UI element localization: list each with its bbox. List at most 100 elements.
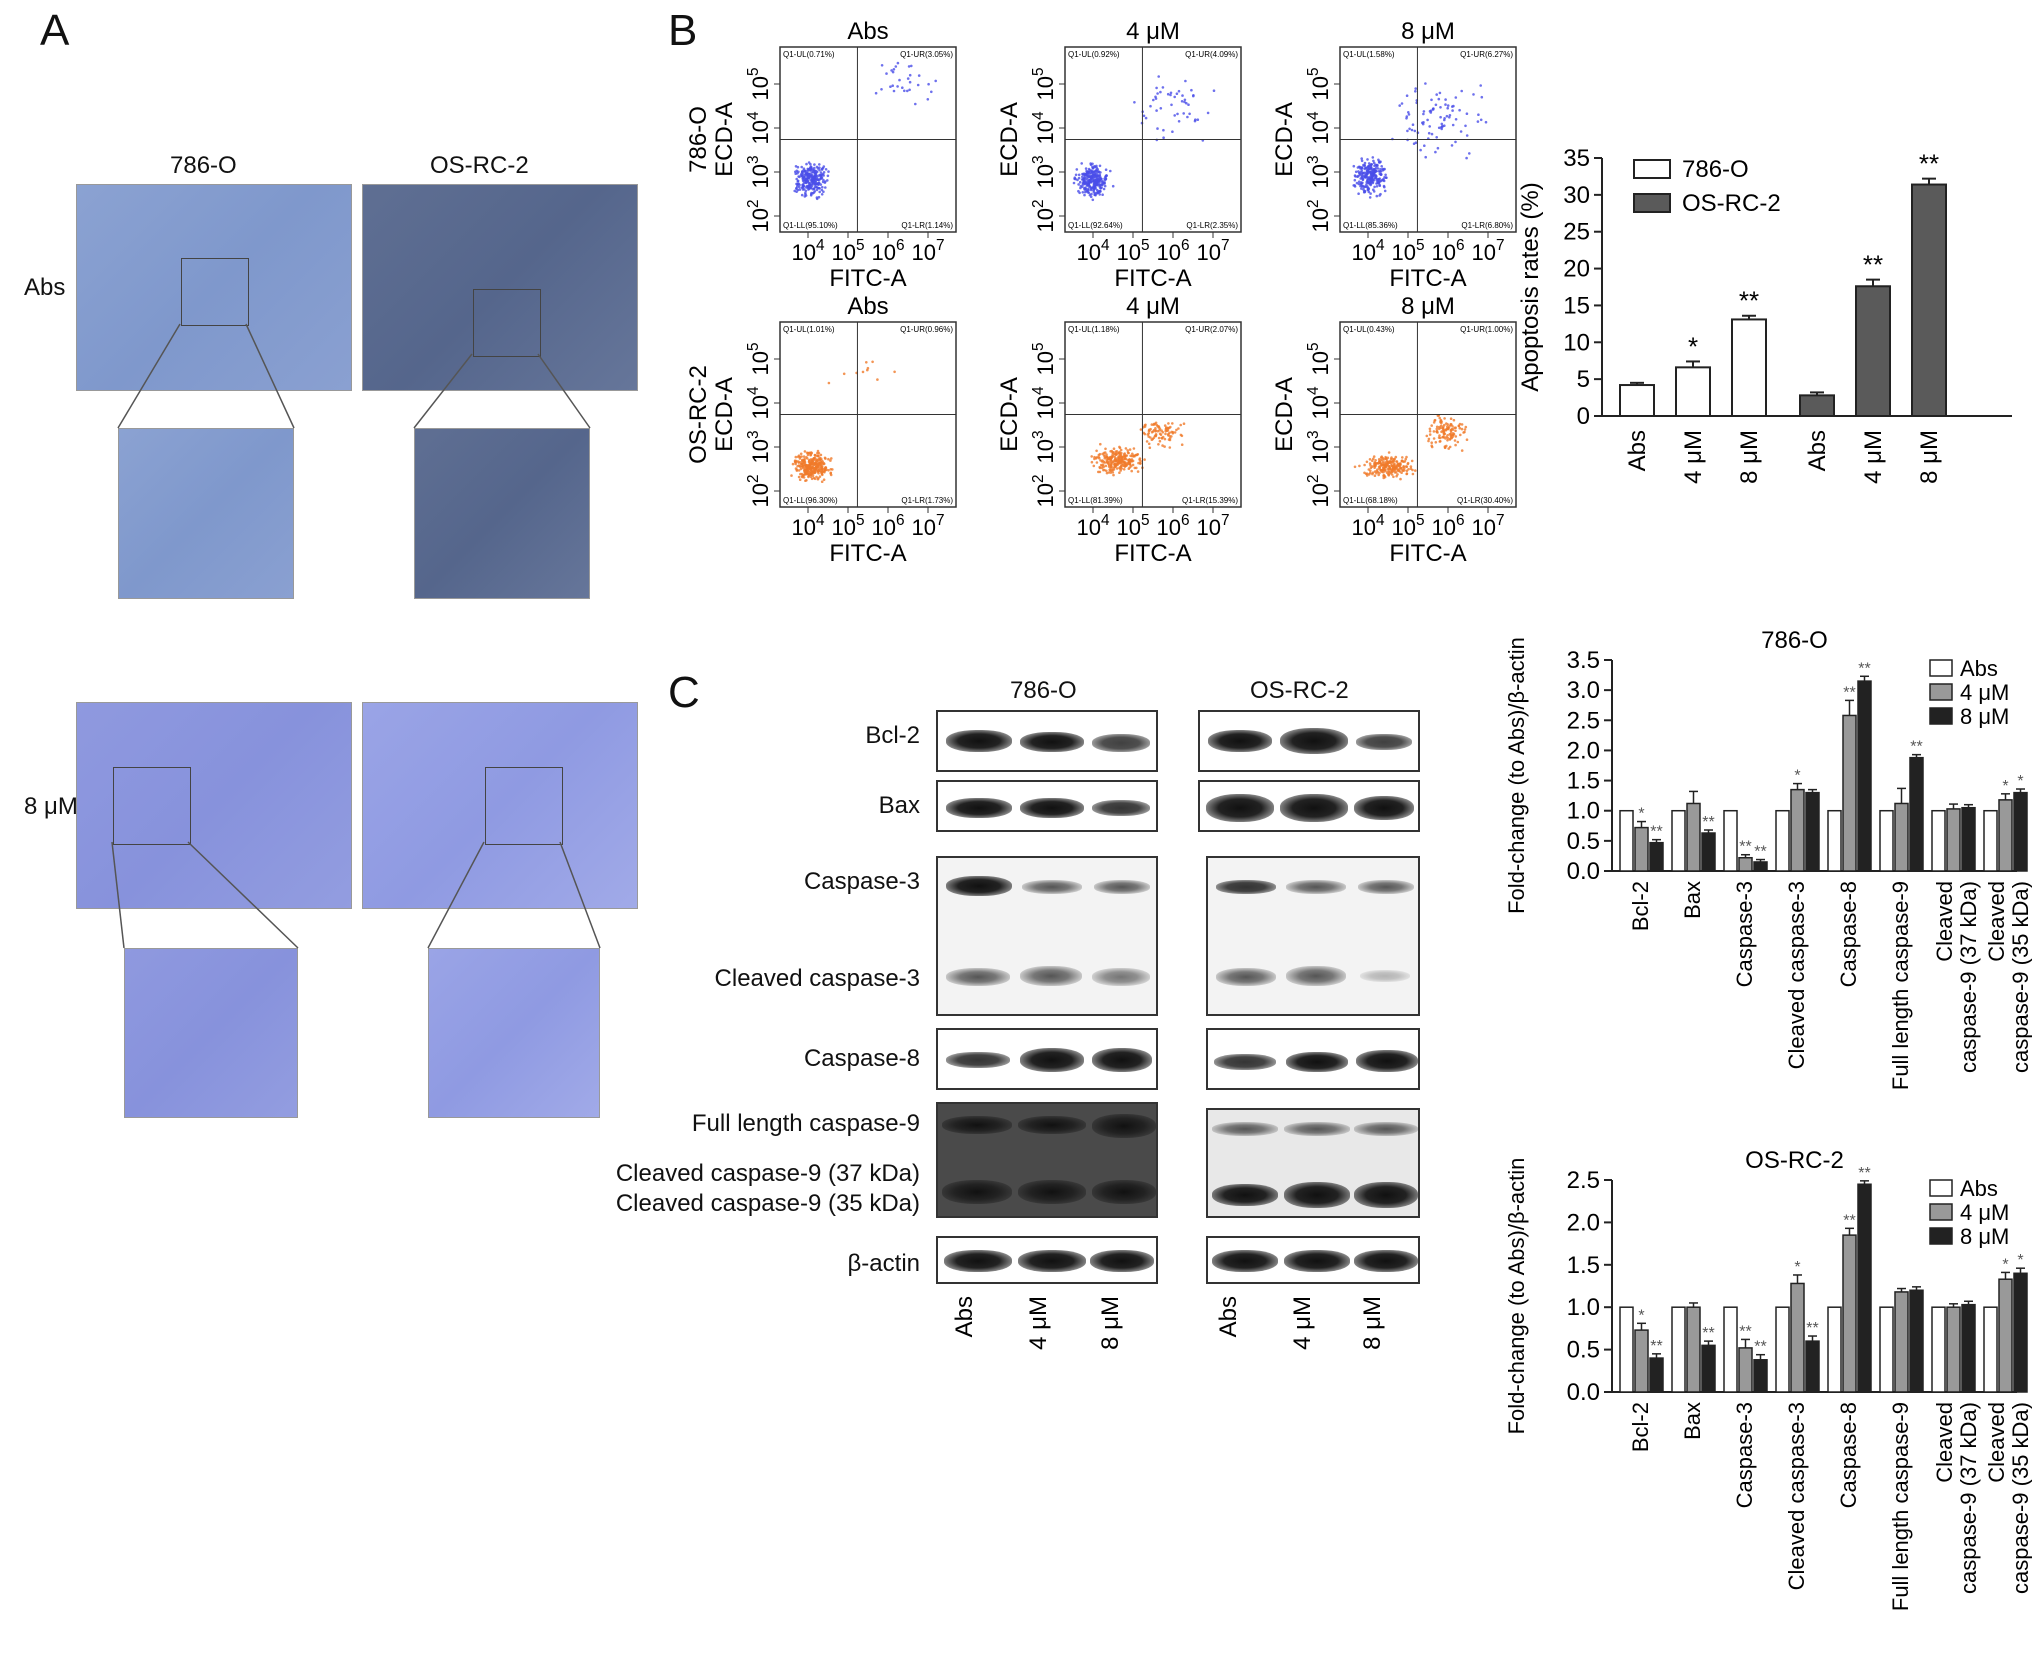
legend-label: OS-RC-2 bbox=[1682, 190, 1781, 217]
bar-5-0 bbox=[1879, 1306, 1894, 1393]
significance-mark: ** bbox=[1739, 839, 1751, 856]
row-label-group: 786-O bbox=[685, 106, 712, 173]
flow-event-dot bbox=[1446, 106, 1449, 110]
flow-event-dot bbox=[893, 370, 896, 374]
flow-event-dot bbox=[803, 463, 807, 466]
flow-event-dot bbox=[1104, 177, 1108, 181]
flow-event-dot bbox=[827, 381, 831, 385]
flow-event-dot bbox=[1128, 463, 1132, 466]
y-tick-label: 104 bbox=[745, 386, 773, 419]
flow-event-dot bbox=[1106, 456, 1110, 460]
blot-786o-caspase3 bbox=[936, 856, 1158, 1016]
quadrant-ll: Q1-LL(68.18%) bbox=[1343, 496, 1398, 505]
flow-event-dot bbox=[807, 473, 811, 477]
x-tick-label-group: Cleavedcaspase-9 (35 kDa) bbox=[1984, 881, 2032, 1073]
y-axis-label: ECD-A bbox=[996, 377, 1023, 452]
flow-event-dot bbox=[1365, 460, 1369, 464]
flow-event-dot bbox=[1456, 440, 1460, 444]
flow-event-dot bbox=[1097, 170, 1101, 174]
flow-event-dot bbox=[1430, 98, 1433, 102]
y-tick-label-group: 104 bbox=[745, 386, 773, 419]
flow-event-dot bbox=[1438, 416, 1441, 420]
x-tick-label: 107 bbox=[1196, 512, 1229, 540]
y-tick-label-group: 105 bbox=[1030, 342, 1058, 375]
y-tick-label: 103 bbox=[1030, 430, 1058, 463]
flow-event-dot bbox=[829, 472, 832, 475]
flow-event-dot bbox=[1477, 113, 1480, 116]
x-tick-label-group: Caspase-3 bbox=[1732, 881, 1757, 987]
flow-event-dot bbox=[1136, 453, 1140, 456]
flow-event-dot bbox=[1112, 447, 1116, 451]
blot-label-cleaved-caspase3: Cleaved caspase-3 bbox=[714, 965, 920, 992]
significance-mark: ** bbox=[1702, 814, 1714, 831]
x-tick-label: 107 bbox=[911, 237, 944, 265]
flow-event-dot bbox=[1411, 123, 1415, 126]
flow-event-dot bbox=[1147, 429, 1151, 433]
bar-1-1 bbox=[1686, 1306, 1701, 1393]
flow-event-dot bbox=[865, 361, 868, 364]
flow-event-dot bbox=[1446, 104, 1450, 107]
x-tick-label: 104 bbox=[1351, 237, 1384, 265]
flow-event-dot bbox=[889, 85, 892, 88]
flow-event-dot bbox=[1454, 443, 1457, 447]
legend-swatch bbox=[1929, 1179, 1953, 1197]
flow-event-dot bbox=[1097, 453, 1101, 457]
flow-event-dot bbox=[805, 470, 808, 474]
flow-event-dot bbox=[1387, 451, 1391, 454]
x-tick-label: Bcl-2 bbox=[1628, 881, 1653, 931]
flow-event-dot bbox=[797, 469, 801, 472]
flow-event-dot bbox=[1175, 428, 1178, 432]
flow-event-dot bbox=[1394, 471, 1398, 474]
flow-event-dot bbox=[1089, 162, 1092, 165]
quadrant-ur: Q1-UR(6.27%) bbox=[1460, 50, 1513, 59]
flow-event-dot bbox=[1206, 111, 1210, 115]
flow-event-dot bbox=[811, 467, 814, 471]
flow-event-dot bbox=[1432, 421, 1436, 424]
flow-event-dot bbox=[1118, 471, 1121, 475]
flow-event-dot bbox=[1410, 459, 1414, 463]
flow-event-dot bbox=[1363, 161, 1367, 165]
x-tick-label-group: Abs bbox=[1624, 430, 1651, 471]
flow-event-dot bbox=[1448, 114, 1452, 117]
flow-event-dot bbox=[1425, 434, 1429, 438]
flow-event-dot bbox=[871, 360, 874, 364]
y-tick-label: 0.5 bbox=[1567, 828, 1600, 855]
lane-label-group: 8 μM bbox=[1097, 1296, 1124, 1350]
flow-event-dot bbox=[1406, 129, 1409, 133]
flow-event-dot bbox=[1152, 428, 1156, 432]
bar-6-0 bbox=[1931, 1306, 1946, 1393]
flow-event-dot bbox=[1388, 466, 1392, 470]
x-tick-label: 105 bbox=[1116, 512, 1149, 540]
flow-event-dot bbox=[1077, 173, 1081, 177]
flow-event-dot bbox=[1147, 442, 1151, 446]
y-axis-label: ECD-A bbox=[711, 102, 738, 177]
flow-event-dot bbox=[1382, 474, 1385, 478]
flow-event-dot bbox=[814, 470, 817, 474]
flow-event-dot bbox=[1390, 470, 1394, 473]
significance-mark: * bbox=[2017, 1252, 2023, 1269]
y-tick-label-group: 102 bbox=[1305, 474, 1333, 507]
flow-event-dot bbox=[1372, 455, 1376, 458]
quadrant-lr: Q1-LR(2.35%) bbox=[1186, 221, 1238, 230]
flow-event-dot bbox=[926, 98, 930, 101]
flow-event-dot bbox=[1375, 194, 1379, 198]
flow-event-dot bbox=[1104, 168, 1108, 171]
flow-event-dot bbox=[1358, 165, 1362, 169]
flow-event-dot bbox=[1074, 173, 1078, 177]
y-axis-label-group: ECD-A bbox=[711, 377, 738, 452]
flow-event-dot bbox=[1111, 471, 1115, 474]
flow-event-dot bbox=[818, 456, 822, 460]
flow-event-dot bbox=[1434, 150, 1437, 154]
bar-1-1 bbox=[1686, 802, 1701, 872]
bar-0-0 bbox=[1619, 1306, 1634, 1393]
flow-event-dot bbox=[1095, 188, 1099, 192]
y-tick-label: 2.0 bbox=[1567, 1209, 1600, 1236]
x-tick-label: Caspase-8 bbox=[1836, 881, 1861, 987]
x-tick-label-group: Caspase-8 bbox=[1836, 881, 1861, 987]
flow-event-dot bbox=[1100, 180, 1103, 183]
apoptosis-rate-chart: 0 5 10 15 20 25 30 35 Apoptosis rates (%) Abs * 4 μ… bbox=[1517, 145, 2012, 484]
flow-event-dot bbox=[896, 85, 899, 88]
flow-event-dot bbox=[1402, 465, 1405, 469]
x-tick-label-group: Caspase-3 bbox=[1732, 1402, 1757, 1508]
panel-a-label: A bbox=[40, 6, 70, 55]
